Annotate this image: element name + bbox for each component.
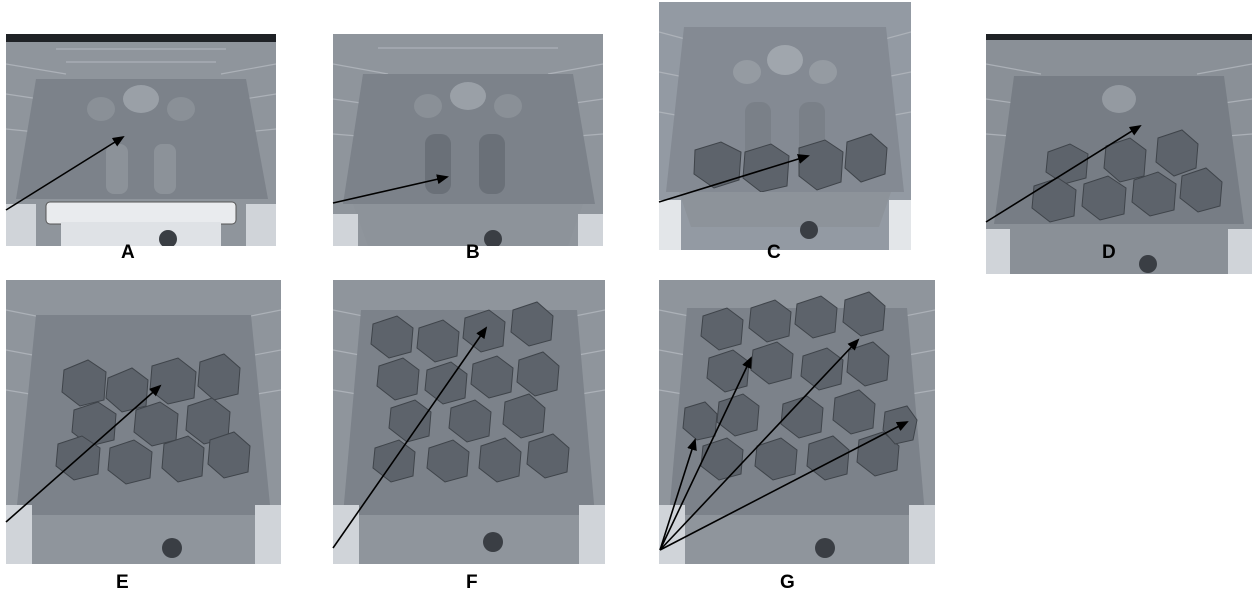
fireplace-image-b [333,34,603,246]
fireplace-image-c [659,2,911,250]
panel-label-e: E [116,572,129,593]
fireplace-image-g [659,280,935,564]
panel-g-image [659,280,935,564]
panel-a-image [6,34,276,246]
panel-label-f: F [466,572,478,593]
fireplace-image-a [6,34,276,246]
panel-e-image [6,280,281,564]
fireplace-image-e [6,280,281,564]
panel-c-image [659,2,911,250]
panel-label-d: D [1102,242,1116,263]
panel-label-b: B [466,242,480,263]
fireplace-image-d [986,34,1252,274]
panel-b-image [333,34,603,246]
panel-label-c: C [767,242,781,263]
fireplace-image-f [333,280,605,564]
panel-d-image [986,34,1252,274]
panel-label-a: A [121,242,135,263]
panel-f-image [333,280,605,564]
panel-label-g: G [780,572,795,593]
